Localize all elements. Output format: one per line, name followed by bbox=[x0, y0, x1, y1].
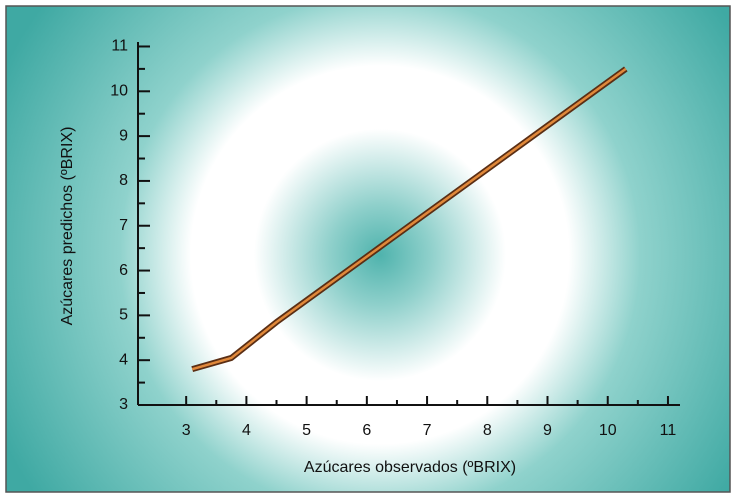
y-tick-label: 5 bbox=[119, 307, 128, 324]
x-tick-label: 5 bbox=[302, 422, 311, 439]
x-tick-label: 11 bbox=[660, 422, 677, 439]
y-tick-label: 6 bbox=[119, 262, 128, 279]
y-tick-label: 4 bbox=[119, 351, 128, 368]
y-tick-label: 11 bbox=[111, 38, 128, 55]
y-tick-label: 8 bbox=[119, 172, 128, 189]
y-tick-label: 10 bbox=[110, 83, 128, 100]
x-tick-label: 4 bbox=[242, 422, 251, 439]
y-tick-label: 7 bbox=[119, 217, 128, 234]
x-tick-label: 9 bbox=[543, 422, 552, 439]
x-axis-label: Azúcares observados (ºBRIX) bbox=[304, 459, 516, 476]
y-tick-label: 9 bbox=[119, 127, 128, 144]
y-tick-label: 3 bbox=[119, 396, 128, 413]
x-tick-label: 3 bbox=[182, 422, 191, 439]
y-axis-label: Azúcares predichos (ºBRIX) bbox=[59, 127, 76, 326]
line bbox=[191, 67, 627, 371]
x-tick-label: 10 bbox=[599, 422, 617, 439]
x-tick-label: 8 bbox=[483, 422, 492, 439]
panel bbox=[5, 5, 731, 493]
x-tick-label: 6 bbox=[362, 422, 371, 439]
x-tick-label: 7 bbox=[423, 422, 432, 439]
